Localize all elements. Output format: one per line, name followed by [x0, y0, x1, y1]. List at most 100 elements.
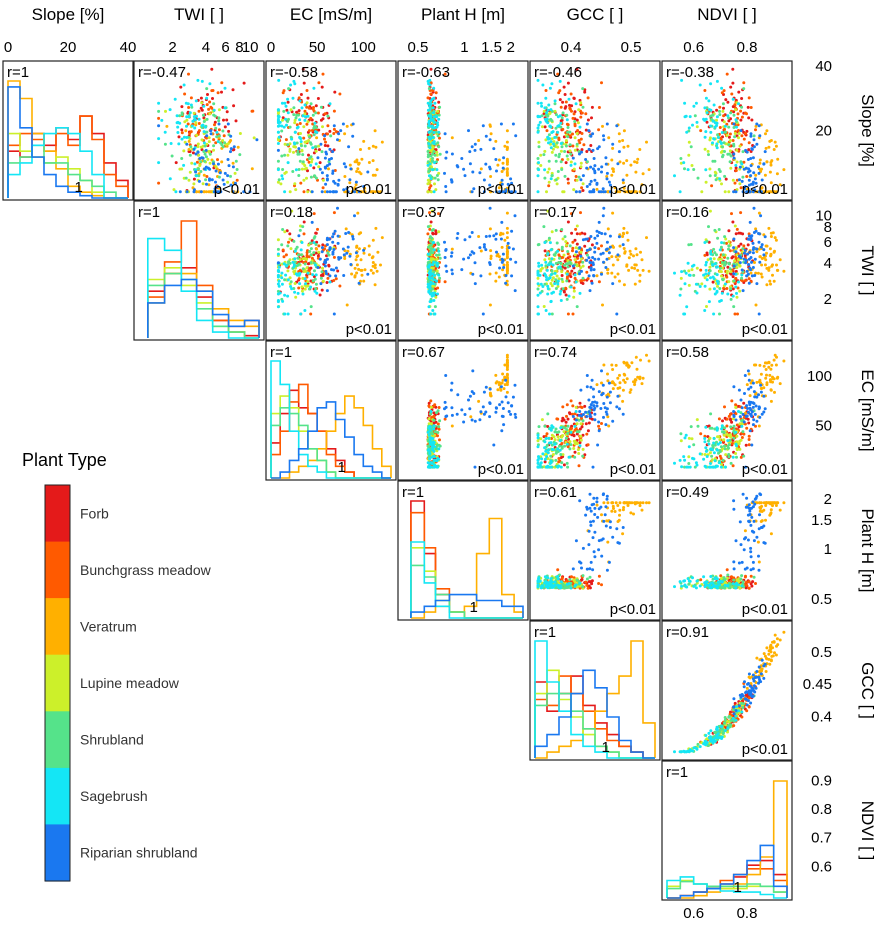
scatter-point	[206, 93, 209, 96]
scatter-point	[277, 78, 281, 82]
scatter-point	[195, 174, 198, 178]
scatter-point	[205, 134, 209, 138]
scatter-point	[753, 257, 757, 261]
scatter-point	[635, 161, 639, 164]
scatter-point	[306, 280, 310, 284]
scatter-point	[562, 290, 566, 294]
scatter-point	[431, 106, 435, 110]
scatter-point	[450, 136, 454, 140]
scatter-point	[212, 162, 215, 166]
scatter-point	[286, 120, 290, 123]
scatter-point	[443, 256, 447, 259]
scatter-point	[208, 177, 211, 181]
scatter-point	[513, 412, 517, 416]
scatter-point	[432, 415, 436, 419]
scatter-point	[560, 145, 564, 149]
scatter-point	[299, 312, 303, 316]
scatter-point	[550, 150, 554, 154]
scatter-point	[551, 130, 555, 134]
scatter-point	[309, 247, 313, 251]
scatter-point	[494, 158, 498, 161]
scatter-point	[723, 465, 727, 469]
scatter-point	[204, 148, 208, 152]
scatter-point	[749, 256, 753, 259]
scatter-point	[331, 235, 335, 239]
scatter-point	[359, 231, 363, 235]
scatter-point	[303, 140, 307, 144]
scatter-point	[767, 145, 771, 149]
scatter-point	[488, 190, 492, 194]
scatter-point	[355, 271, 359, 275]
scatter-point	[180, 131, 184, 135]
scatter-point	[722, 438, 726, 442]
scatter-point	[222, 118, 225, 122]
panel-twi-ndvi: r=0.16p<0.01	[661, 200, 793, 341]
scatter-point	[199, 160, 203, 164]
scatter-point	[178, 114, 182, 118]
scatter-point	[568, 412, 572, 416]
scatter-point	[157, 116, 161, 120]
scatter-point	[321, 186, 325, 190]
scatter-point	[450, 272, 454, 276]
scatter-point	[471, 170, 475, 174]
scatter-point	[707, 439, 710, 443]
scatter-point	[194, 168, 198, 172]
scatter-point	[567, 97, 571, 101]
scatter-point	[734, 166, 738, 170]
scatter-point	[502, 266, 506, 269]
scatter-point	[488, 206, 492, 210]
scatter-point	[719, 245, 723, 249]
scatter-point	[569, 285, 573, 289]
scatter-point	[754, 124, 758, 128]
scatter-point	[735, 148, 739, 152]
scatter-point	[334, 277, 338, 281]
scatter-point	[197, 129, 201, 133]
scatter-point	[605, 412, 609, 416]
scatter-point	[303, 167, 307, 171]
scatter-point	[757, 211, 761, 215]
scatter-point	[427, 124, 431, 128]
scatter-point	[740, 162, 744, 166]
scatter-point	[729, 287, 733, 291]
scatter-point	[704, 180, 708, 184]
scatter-point	[625, 377, 629, 381]
scatter-point	[344, 165, 348, 169]
scatter-point	[544, 89, 548, 92]
scatter-point	[231, 161, 235, 165]
scatter-point	[782, 168, 786, 172]
scatter-point	[572, 289, 576, 293]
scatter-point	[593, 418, 597, 422]
scatter-point	[371, 261, 375, 264]
scatter-point	[732, 122, 736, 126]
scatter-point	[753, 261, 756, 264]
scatter-point	[591, 132, 595, 136]
scatter-point	[579, 438, 583, 442]
scatter-point	[426, 79, 430, 83]
scatter-point	[332, 127, 336, 131]
scatter-point	[356, 167, 360, 171]
scatter-point	[301, 267, 305, 271]
scatter-point	[731, 220, 735, 224]
scatter-point	[754, 181, 758, 185]
scatter-point	[577, 150, 581, 154]
scatter-point	[215, 130, 219, 134]
scatter-point	[720, 86, 724, 90]
scatter-point	[541, 285, 545, 288]
scatter-point	[502, 263, 506, 267]
scatter-point	[309, 285, 313, 289]
scatter-point	[539, 101, 543, 105]
scatter-point	[740, 105, 744, 109]
scatter-point	[583, 232, 587, 236]
scatter-point	[751, 180, 755, 184]
scatter-point	[344, 232, 348, 235]
scatter-point	[313, 277, 317, 281]
scatter-point	[157, 181, 161, 185]
scatter-point	[686, 261, 690, 265]
scatter-point	[769, 231, 773, 235]
scatter-point	[222, 134, 226, 138]
scatter-point	[554, 261, 558, 265]
scatter-point	[705, 120, 709, 124]
scatter-point	[630, 361, 634, 365]
scatter-point	[722, 141, 726, 145]
scatter-point	[704, 449, 708, 453]
